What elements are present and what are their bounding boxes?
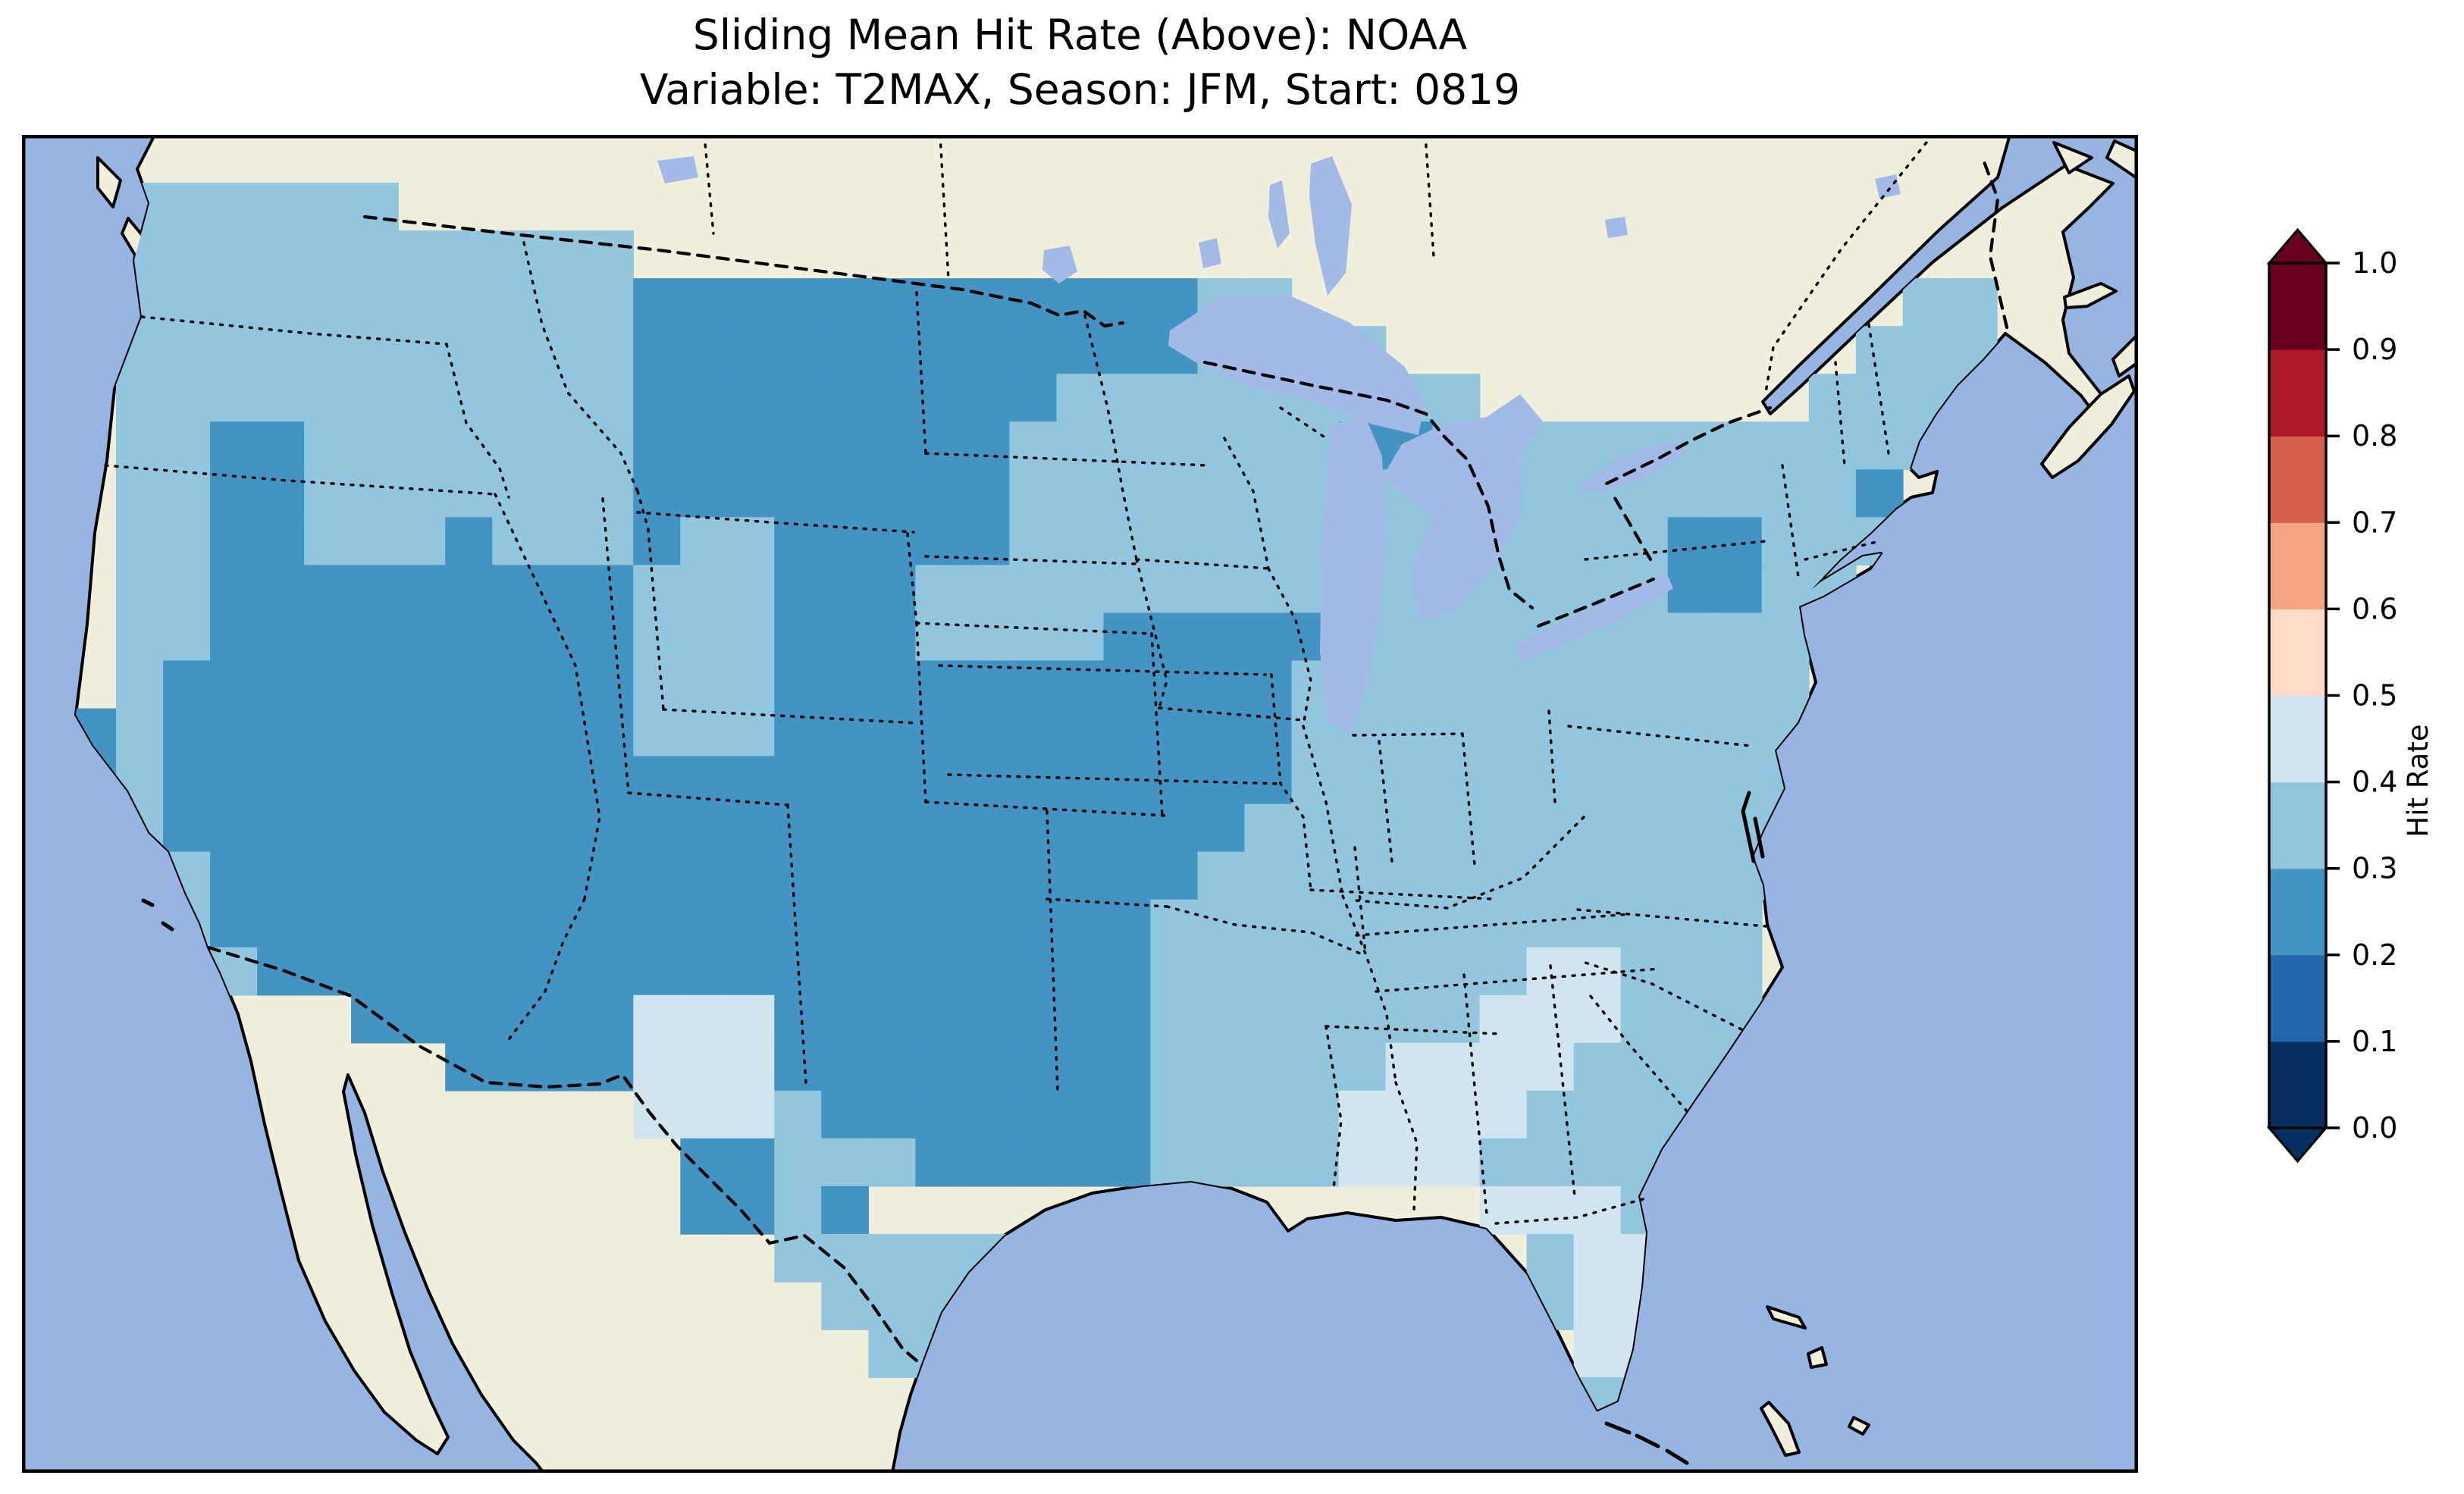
- colorbar-tick-label: 0.6: [2352, 592, 2397, 625]
- colorbar-tick-label: 0.4: [2352, 766, 2397, 799]
- colorbar-svg: 0.0 0.1 0.2 0.3 0.4 0.5 0.6 0.7 0.8 0.9 1.0 Hit Rat…: [2266, 227, 2434, 1164]
- map-axes: [22, 135, 2138, 1473]
- plot-title: Sliding Mean Hit Rate (Above): NOAA: [692, 11, 1468, 59]
- colorbar-tick-label: 0.5: [2352, 679, 2397, 713]
- colorbar-tick-label: 0.8: [2352, 419, 2397, 453]
- colorbar-tick-label: 0.7: [2352, 506, 2397, 539]
- colorbar-tick-label: 0.9: [2352, 333, 2397, 366]
- hit-rate-grid-cells: [76, 183, 1998, 1426]
- colorbar: 0.0 0.1 0.2 0.3 0.4 0.5 0.6 0.7 0.8 0.9 1.0 Hit Rat…: [2229, 197, 2464, 1220]
- us-hit-rate-map: [22, 135, 2138, 1473]
- colorbar-tick-label: 0.3: [2352, 852, 2397, 885]
- colorbar-axis-label: Hit Rate: [2402, 724, 2434, 837]
- title-block: Sliding Mean Hit Rate (Above): NOAA Vari…: [22, 8, 2138, 117]
- colorbar-tick-label: 0.1: [2352, 1025, 2397, 1058]
- map-frame: [22, 135, 2138, 1473]
- colorbar-tick-label: 0.2: [2352, 938, 2397, 972]
- state-borders-dotted: [104, 135, 1934, 1225]
- colorbar-tick-label: 1.0: [2352, 246, 2397, 280]
- island-shapes: [96, 139, 2138, 1457]
- colorbar-tick-label: 0.0: [2352, 1111, 2397, 1145]
- coastline-details: [141, 791, 1765, 1465]
- lake-shapes: [657, 156, 1901, 735]
- national-borders-dashed: [206, 155, 2009, 1367]
- plot-subtitle: Variable: T2MAX, Season: JFM, Start: 081…: [639, 65, 1521, 114]
